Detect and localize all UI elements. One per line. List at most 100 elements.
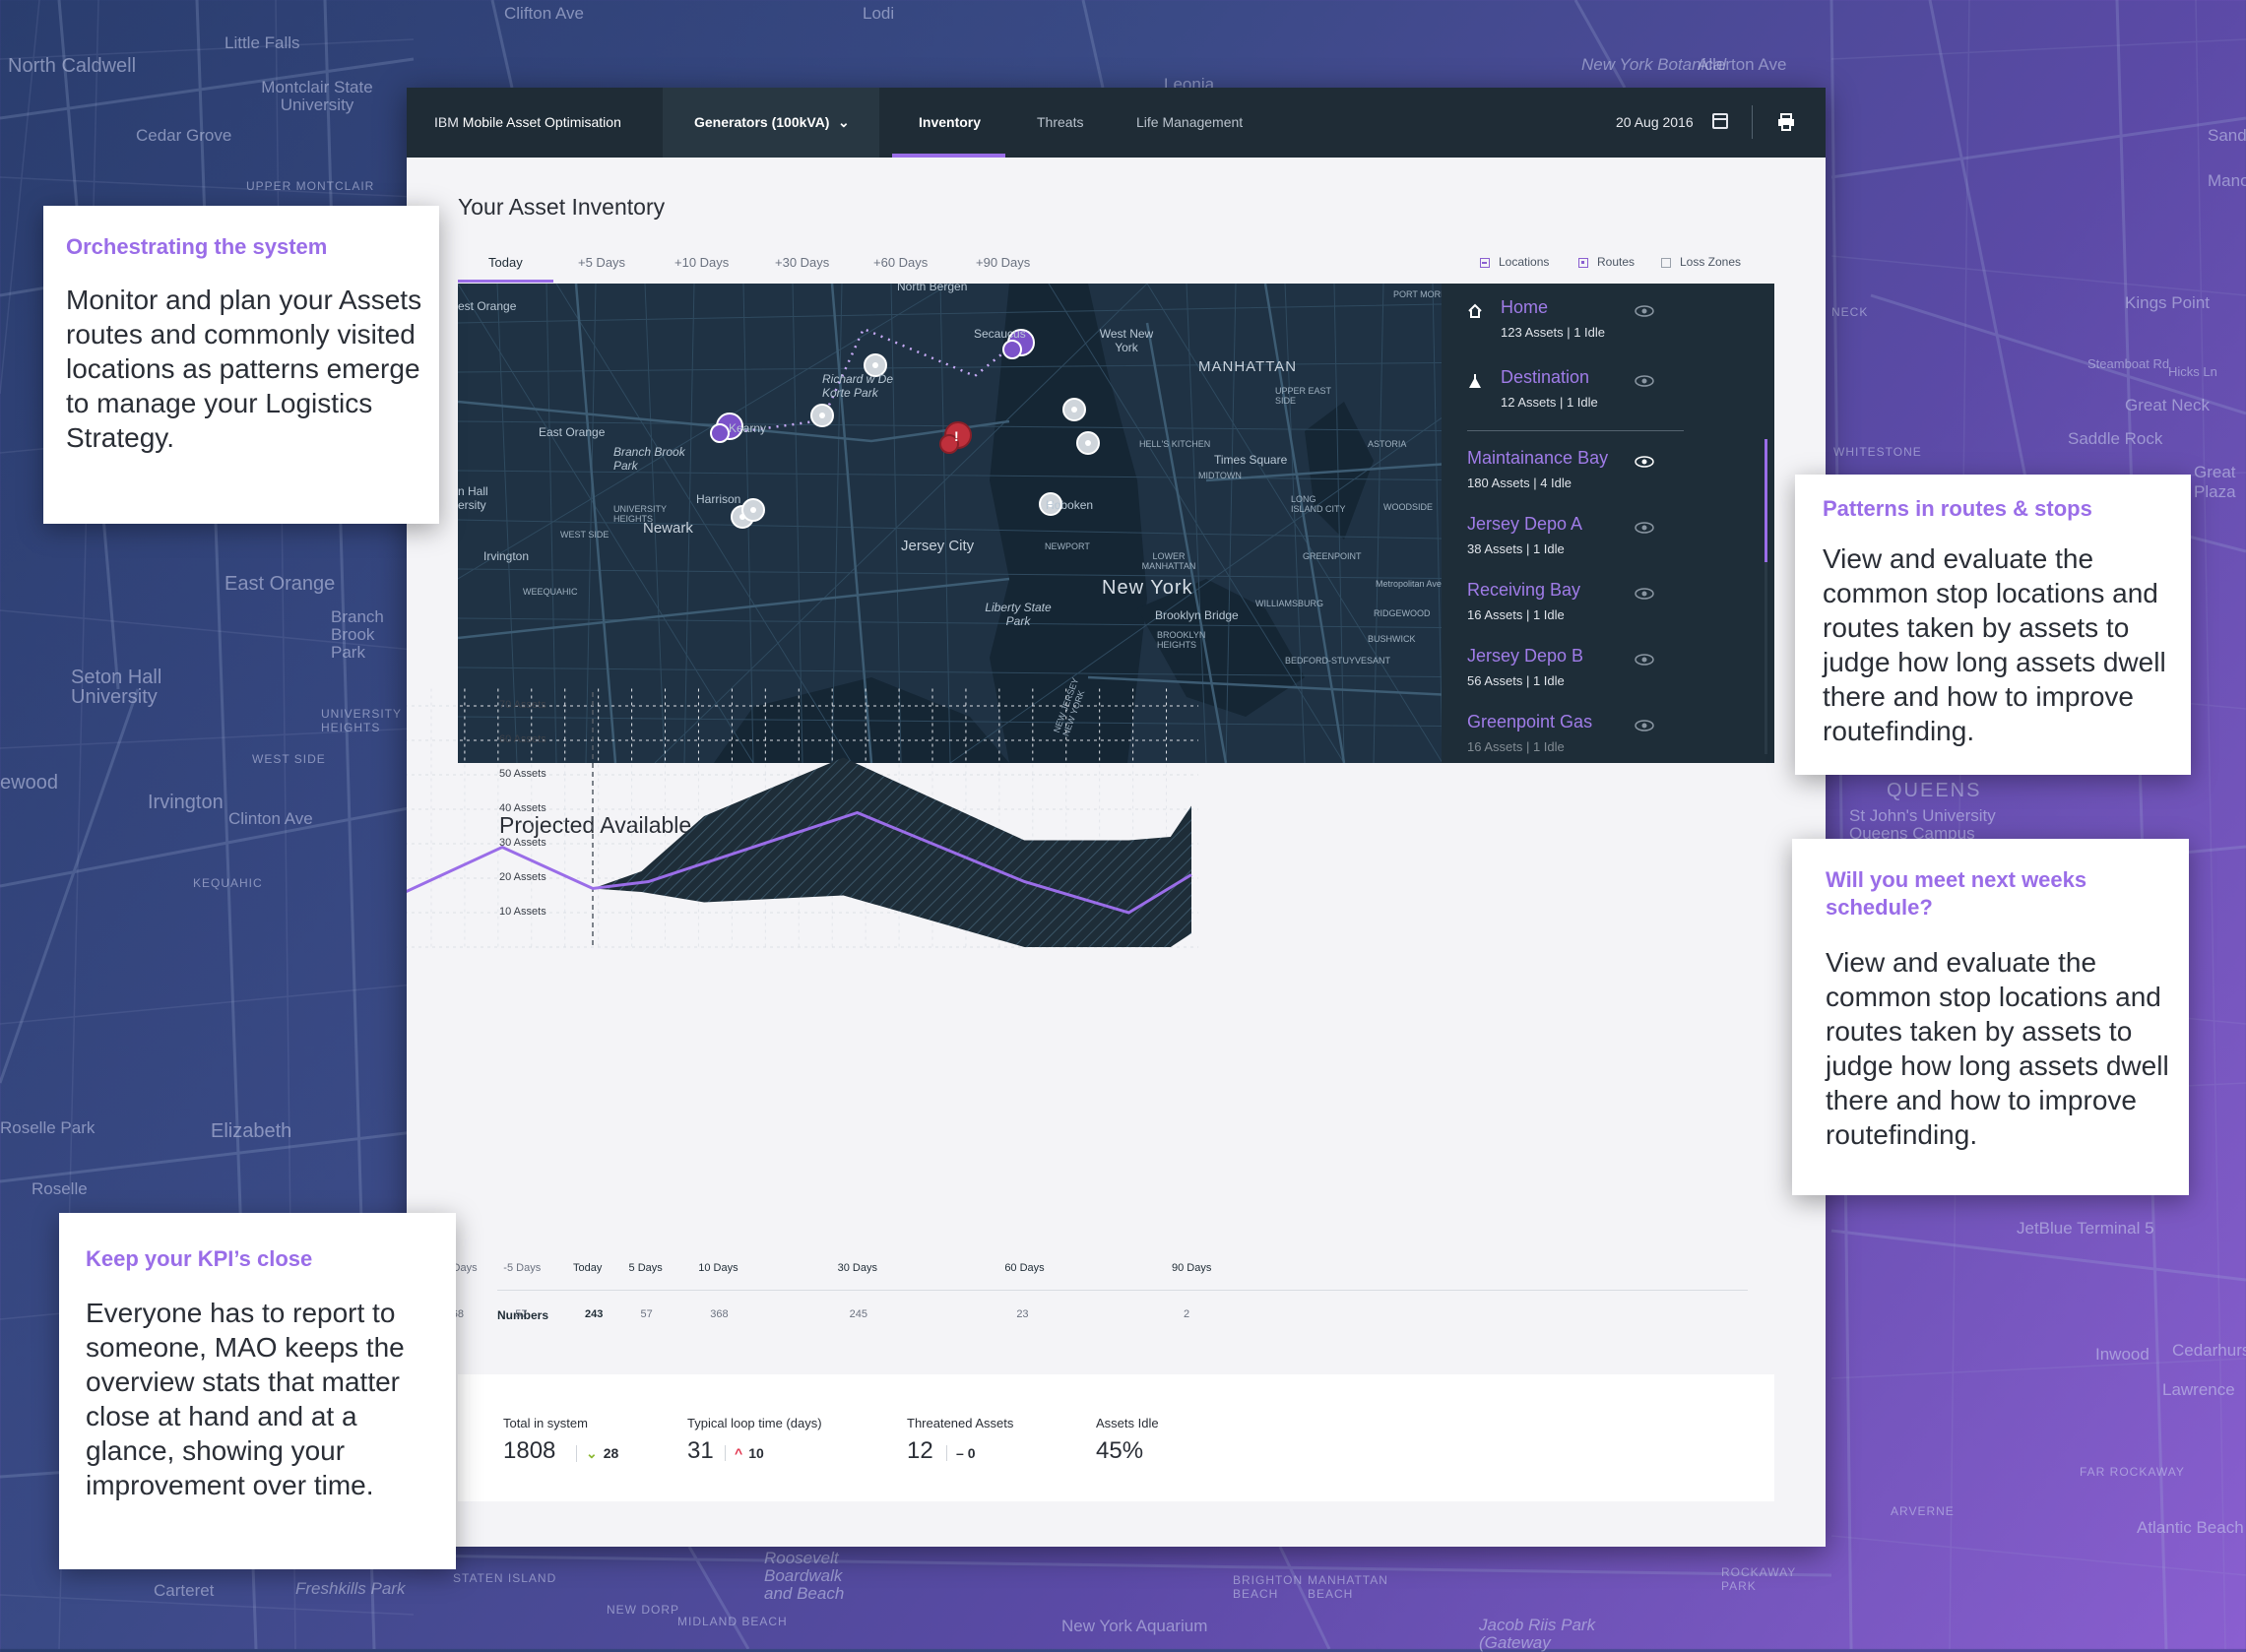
bg-label: Elizabeth [211, 1120, 292, 1142]
bg-label: MANHATTAN BEACH [1308, 1573, 1388, 1601]
bg-label: Steamboat Rd [2087, 356, 2170, 371]
map-label: MANHATTAN [1198, 358, 1298, 375]
brand-name: Mobile Asset Optimisation [462, 114, 621, 130]
legend-locations[interactable]: Locations [1480, 255, 1549, 269]
location-stats: 16 Assets | 1 Idle [1467, 607, 1565, 622]
bg-label: Lodi [863, 4, 895, 23]
location-name: Destination [1501, 367, 1590, 387]
day-tab-5[interactable]: +5 Days [578, 255, 626, 270]
day-tab-30[interactable]: +30 Days [775, 255, 830, 270]
bg-label: NEW DORP [607, 1603, 679, 1617]
map-label: LOWER MANHATTAN [1141, 551, 1196, 571]
inventory-title: Your Asset Inventory [458, 194, 666, 220]
location-greenpoint-gas[interactable]: Greenpoint Gas 16 Assets | 1 Idle [1442, 712, 1774, 763]
day-tab-today[interactable]: Today [488, 255, 523, 270]
tab-life-management[interactable]: Life Management [1136, 114, 1244, 130]
bg-label: Carteret [154, 1581, 215, 1600]
locations-panel: Home 123 Assets | 1 Idle Destination 12 … [1442, 284, 1774, 763]
map-label: Times Square [1214, 453, 1288, 467]
bg-label: Roosevelt Boardwalk and Beach [764, 1549, 845, 1603]
location-name: Home [1501, 297, 1549, 317]
location-destination[interactable]: Destination 12 Assets | 1 Idle [1442, 367, 1774, 410]
callout-title: Keep your KPI’s close [86, 1246, 313, 1271]
bg-label: WEST SIDE [252, 752, 326, 766]
numbers-label: Numbers [497, 1308, 549, 1322]
bg-label: Clifton Ave [504, 4, 584, 23]
location-name: Jersey Depo B [1467, 646, 1584, 666]
bg-label: FAR ROCKAWAY [2080, 1465, 2185, 1479]
day-tab-90[interactable]: +90 Days [976, 255, 1031, 270]
eye-icon[interactable] [1635, 588, 1654, 600]
bg-label: Great Neck [2125, 396, 2210, 414]
divider [1752, 105, 1753, 139]
number-value: 245 [849, 1308, 867, 1320]
map-label: UNIVERSITY HEIGHTS [613, 504, 667, 524]
scrollbar-thumb[interactable] [1765, 439, 1767, 562]
tab-threats[interactable]: Threats [1037, 114, 1084, 130]
bg-label: Allerton Ave [1698, 55, 1787, 74]
location-stats: 12 Assets | 1 Idle [1501, 395, 1598, 410]
bg-label: NECK [1831, 305, 1869, 319]
bg-label: New York Botanical [1581, 55, 1727, 74]
eye-icon[interactable] [1635, 305, 1654, 317]
map-label: est Orange [458, 299, 517, 313]
kpi-label: Assets Idle [1096, 1416, 1159, 1430]
map-label: n Hall [458, 484, 488, 498]
eye-icon[interactable] [1635, 720, 1654, 731]
eye-icon[interactable] [1635, 375, 1654, 387]
calendar-icon[interactable] [1712, 113, 1728, 129]
print-icon[interactable] [1777, 113, 1795, 131]
location-home[interactable]: Home 123 Assets | 1 Idle [1442, 297, 1774, 340]
number-value: 57 [515, 1308, 528, 1320]
eye-icon[interactable] [1635, 522, 1654, 534]
kpi-card: Total in system 1808 ⌄ 28 Typical loop ti… [458, 1374, 1774, 1501]
map-label: WILLIAMSBURG [1255, 599, 1324, 608]
location-receiving-bay[interactable]: Receiving Bay 16 Assets | 1 Idle [1442, 580, 1774, 622]
bg-label: Clinton Ave [228, 809, 313, 828]
bg-label: ARVERNE [1891, 1504, 1955, 1518]
number-value: 23 [1016, 1308, 1029, 1320]
asset-map[interactable]: ! North Bergen PORT MORRIS est Orange Se… [458, 284, 1774, 763]
bg-label: Saddle Rock [2068, 429, 2163, 448]
tab-inventory[interactable]: Inventory [919, 114, 982, 130]
chevron-down-icon: ⌄ [838, 114, 850, 130]
location-jersey-depo-a[interactable]: Jersey Depo A 38 Assets | 1 Idle [1442, 514, 1774, 556]
bg-label: Little Falls [225, 33, 300, 52]
date-display[interactable]: 20 Aug 2016 [1616, 114, 1694, 130]
bg-label: BRIGHTON BEACH [1233, 1573, 1304, 1601]
callout-body: View and evaluate the common stop locati… [1826, 947, 2169, 1150]
eye-icon[interactable] [1635, 654, 1654, 666]
callout-title: Will you meet next weeks schedule? [1826, 867, 2087, 920]
bg-label: WHITESTONE [1833, 445, 1922, 459]
eye-icon[interactable] [1635, 456, 1654, 468]
map-label: UPPER EAST SIDE [1275, 386, 1331, 406]
kpi-label: Threatened Assets [907, 1416, 1014, 1430]
map-label: Richard w De Korte Park [822, 372, 894, 400]
location-jersey-depo-b[interactable]: Jersey Depo B 56 Assets | 1 Idle [1442, 646, 1774, 688]
bg-label: Great Plaza [2194, 463, 2236, 501]
x-tick-label: 30 Days [837, 1262, 877, 1274]
location-name: Jersey Depo A [1467, 514, 1583, 534]
callout-title: Orchestrating the system [66, 234, 328, 259]
bg-label: St John's University Queens Campus [1849, 806, 1996, 843]
map-label: New York [1102, 577, 1193, 599]
number-value: 243 [585, 1308, 604, 1320]
arrow-up-icon: ^ [735, 1445, 743, 1461]
day-tab-10[interactable]: +10 Days [674, 255, 730, 270]
scrollbar[interactable] [1765, 439, 1767, 754]
brand[interactable]: IBM Mobile Asset Optimisation [434, 88, 621, 158]
bg-label: Irvington [148, 792, 224, 813]
kpi-delta-value: 0 [967, 1445, 976, 1461]
map-label: LONG ISLAND CITY [1291, 494, 1346, 514]
projection-band [593, 757, 1191, 947]
kpi-delta: ^ 10 [725, 1445, 764, 1461]
location-name: Receiving Bay [1467, 580, 1581, 600]
legend-routes[interactable]: Routes [1578, 255, 1635, 269]
kpi-delta: ⌄ 28 [576, 1445, 618, 1462]
day-tab-60[interactable]: +60 Days [873, 255, 929, 270]
kpi-delta-prefix: – [956, 1445, 964, 1461]
generator-dropdown[interactable]: Generators (100kVA) ⌄ [663, 88, 879, 158]
legend-loss-zones[interactable]: Loss Zones [1661, 255, 1741, 269]
location-maintainance-bay[interactable]: Maintainance Bay 180 Assets | 4 Idle [1442, 448, 1774, 490]
bg-label: Hicks Ln [2168, 364, 2217, 379]
